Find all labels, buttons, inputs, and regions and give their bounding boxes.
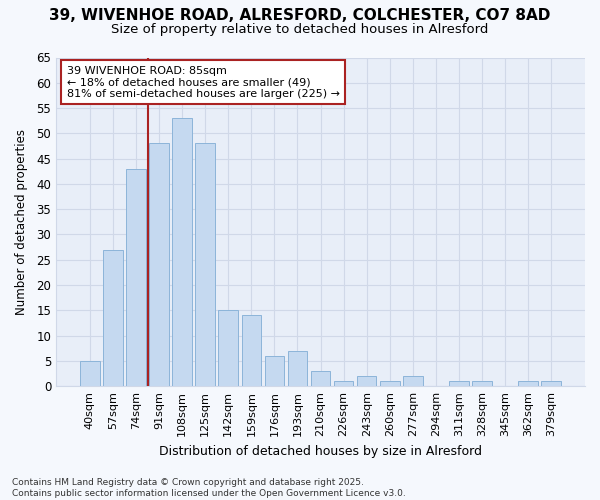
Bar	[311, 371, 331, 386]
Bar	[126, 168, 146, 386]
Bar	[265, 356, 284, 386]
Bar	[380, 381, 400, 386]
X-axis label: Distribution of detached houses by size in Alresford: Distribution of detached houses by size …	[159, 444, 482, 458]
Bar	[172, 118, 192, 386]
Bar	[242, 316, 261, 386]
Bar	[103, 250, 123, 386]
Text: Contains HM Land Registry data © Crown copyright and database right 2025.
Contai: Contains HM Land Registry data © Crown c…	[12, 478, 406, 498]
Bar	[403, 376, 422, 386]
Bar	[357, 376, 376, 386]
Bar	[449, 381, 469, 386]
Bar	[472, 381, 492, 386]
Bar	[80, 361, 100, 386]
Y-axis label: Number of detached properties: Number of detached properties	[15, 129, 28, 315]
Text: 39, WIVENHOE ROAD, ALRESFORD, COLCHESTER, CO7 8AD: 39, WIVENHOE ROAD, ALRESFORD, COLCHESTER…	[49, 8, 551, 22]
Text: Size of property relative to detached houses in Alresford: Size of property relative to detached ho…	[112, 22, 488, 36]
Bar	[334, 381, 353, 386]
Bar	[518, 381, 538, 386]
Bar	[196, 144, 215, 386]
Bar	[541, 381, 561, 386]
Bar	[218, 310, 238, 386]
Bar	[287, 351, 307, 386]
Bar	[149, 144, 169, 386]
Text: 39 WIVENHOE ROAD: 85sqm
← 18% of detached houses are smaller (49)
81% of semi-de: 39 WIVENHOE ROAD: 85sqm ← 18% of detache…	[67, 66, 340, 99]
